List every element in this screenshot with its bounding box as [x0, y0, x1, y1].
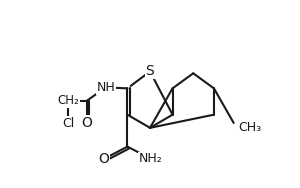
- Text: O: O: [82, 116, 92, 130]
- Text: O: O: [98, 152, 110, 166]
- Text: CH₃: CH₃: [238, 121, 262, 134]
- Text: NH₂: NH₂: [139, 152, 163, 165]
- Text: S: S: [146, 64, 154, 78]
- Text: CH₂: CH₂: [57, 94, 79, 107]
- Text: Cl: Cl: [62, 117, 74, 130]
- Text: NH: NH: [96, 81, 115, 94]
